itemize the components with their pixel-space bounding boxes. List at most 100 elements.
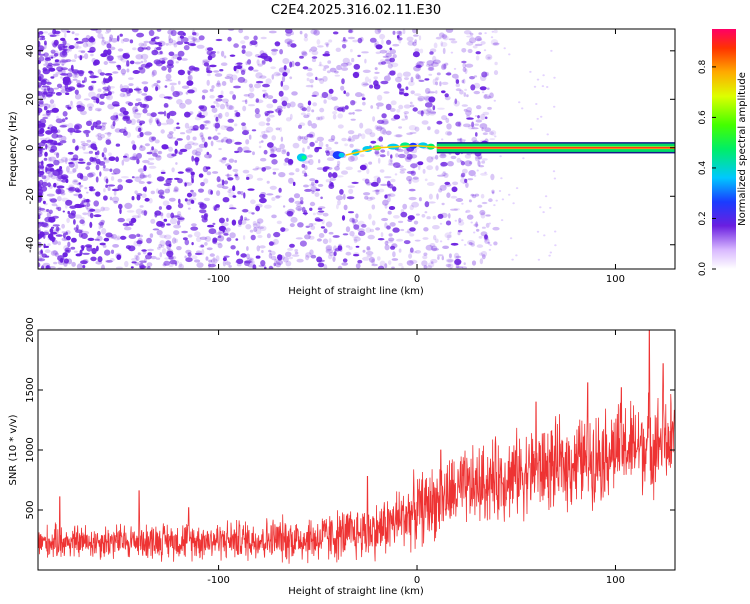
spectrogram-speckle-dot (545, 195, 547, 197)
spectrogram-speckle-dot (483, 132, 488, 135)
spectrogram-speckle-dot (521, 107, 523, 109)
spectrogram-speckle-dot (81, 143, 89, 146)
spectrogram-speckle-dot (357, 170, 361, 172)
spectrogram-speckle-dot (213, 70, 219, 72)
spectrogram-speckle-dot (455, 220, 457, 222)
spectrogram-speckle-dot (444, 186, 446, 188)
spectrogram-speckle-dot (102, 80, 107, 85)
spectrogram-speckle-dot (128, 88, 133, 93)
spectrogram-speckle-dot (164, 96, 171, 99)
spectrogram-speckle-dot (425, 96, 433, 102)
spectrogram-speckle-dot (323, 99, 326, 103)
spectrogram-speckle-dot (356, 263, 361, 268)
spectrogram-speckle-dot (218, 148, 222, 150)
spectrogram-speckle-dot (445, 96, 451, 101)
spectrogram-speckle-dot (405, 86, 408, 90)
spectrogram-speckle-dot (259, 146, 262, 149)
spectrogram-speckle-dot (389, 206, 395, 210)
spectrogram-speckle-dot (538, 259, 540, 261)
spectrogram-speckle-dot (186, 92, 189, 95)
spectrogram-speckle-dot (226, 237, 231, 241)
spectrogram-speckle-dot (177, 138, 183, 141)
spectrogram-speckle-dot (198, 189, 204, 193)
spectrogram-speckle-dot (234, 160, 237, 163)
spectrogram-speckle-dot (146, 238, 152, 244)
spectrogram-speckle-dot (226, 218, 229, 222)
spectrogram-speckle-dot (143, 43, 147, 47)
spectrogram-speckle-dot (463, 79, 466, 84)
spectrogram-speckle-dot (131, 218, 137, 223)
spectrogram-speckle-dot (204, 127, 208, 129)
spectrogram-speckle-dot (410, 105, 415, 108)
spectrogram-speckle-dot (408, 179, 411, 184)
spectrogram-speckle-dot (329, 89, 334, 94)
spectrogram-speckle-dot (222, 157, 227, 160)
spectrogram-speckle-dot (439, 81, 441, 86)
spectrogram-speckle-dot (391, 100, 397, 105)
spectrogram-speckle-dot (160, 224, 165, 226)
spectrogram-speckle-dot (380, 261, 386, 267)
spectrogram-speckle-dot (357, 260, 362, 264)
spectrogram-speckle-dot (164, 219, 168, 222)
spectrogram-speckle-dot (97, 231, 101, 236)
spectrogram-speckle-dot (310, 46, 317, 51)
spectrogram-speckle-dot (222, 99, 229, 104)
spectrogram-speckle-dot (289, 244, 295, 248)
spectrogram-speckle-dot (399, 249, 402, 253)
spectrogram-speckle-dot (124, 227, 132, 231)
spectrogram-speckle-dot (153, 37, 156, 39)
spectrogram-speckle-dot (50, 126, 57, 132)
spectrogram-speckle-dot (366, 251, 374, 255)
spectrogram-speckle-dot (278, 110, 282, 116)
spectrogram-speckle-dot (42, 117, 48, 119)
spectrogram-speckle-dot (303, 185, 309, 188)
spectrogram-speckle-dot (56, 135, 62, 138)
spectrogram-speckle-dot (452, 182, 458, 186)
spectrogram-y-axis-label: Frequency (Hz) (8, 111, 19, 187)
spectrogram-speckle-dot (344, 143, 348, 146)
spectrogram-speckle-dot (104, 89, 109, 91)
spectrogram-speckle-dot (368, 162, 372, 165)
spectrogram-speckle-dot (132, 106, 138, 112)
spectrogram-speckle-dot (488, 198, 493, 202)
spectrogram-speckle-dot (190, 227, 198, 231)
spectrogram-speckle-dot (227, 165, 232, 170)
spectrogram-speckle-dot (326, 151, 330, 156)
spectrogram-speckle-dot (149, 119, 152, 125)
spectrogram-speckle-dot (423, 227, 428, 231)
spectrogram-speckle-dot (222, 186, 228, 189)
spectrogram-speckle-dot (259, 194, 265, 198)
spectrogram-speckle-dot (309, 178, 315, 181)
spectrogram-speckle-dot (441, 90, 446, 93)
spectrogram-speckle-dot (44, 44, 47, 50)
spectrogram-speckle-dot (91, 81, 96, 83)
spectrogram-speckle-dot (416, 75, 421, 80)
spectrogram-speckle-dot (87, 140, 92, 143)
spectrogram-speckle-dot (315, 217, 321, 221)
spectrogram-speckle-dot (326, 43, 329, 47)
spectrogram-speckle-dot (178, 70, 185, 76)
spectrogram-speckle-dot (244, 94, 250, 97)
spectrogram-speckle-dot (427, 265, 432, 269)
spectrogram-speckle-dot (44, 203, 48, 206)
spectrogram-speckle-dot (313, 213, 316, 216)
spectrogram-speckle-dot (363, 250, 366, 253)
spectrogram-speckle-dot (39, 56, 45, 62)
spectrogram-speckle-dot (385, 241, 389, 246)
spectrogram-speckle-dot (467, 240, 475, 245)
spectrogram-speckle-dot (429, 194, 433, 200)
spectrogram-speckle-dot (478, 32, 482, 35)
spectrogram-speckle-dot (84, 77, 87, 83)
spectrogram-speckle-dot (336, 65, 342, 70)
spectrogram-speckle-dot (327, 60, 331, 64)
spectrogram-speckle-dot (345, 105, 349, 109)
spectrogram-speckle-dot (181, 231, 188, 234)
spectrogram-speckle-dot (128, 77, 134, 80)
spectrogram-speckle-dot (44, 31, 48, 33)
spectrogram-speckle-dot (480, 86, 487, 90)
spectrogram-speckle-dot (138, 128, 141, 133)
spectrogram-speckle-dot (416, 162, 420, 164)
spectrogram-speckle-dot (256, 81, 263, 83)
spectrogram-speckle-dot (103, 195, 108, 200)
spectrogram-speckle-dot (51, 227, 54, 229)
